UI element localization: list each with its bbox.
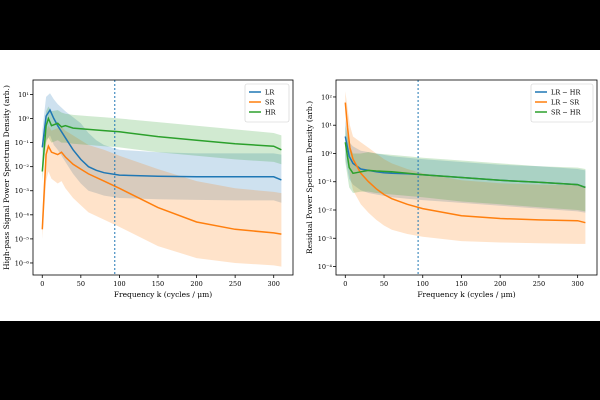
figure: 0 50 100 150 200 250 300 10¹ 10⁰ 10⁻¹ 10⁻² 10⁻³ 10⁻⁴… <box>0 50 600 321</box>
y-tick-label: 10⁻¹ <box>15 139 30 147</box>
legend-label: LR − HR <box>551 89 581 97</box>
series-band-3 <box>345 125 586 212</box>
series-band-2 <box>345 91 586 244</box>
x-tick-label: 100 <box>113 280 125 288</box>
y-tick-label: 10⁻² <box>15 163 30 171</box>
y-tick-label: 10⁰ <box>18 115 29 123</box>
y-axis-label: High-pass Signal Power Spectrum Density … <box>2 85 11 270</box>
y-tick-label: 10⁻⁶ <box>15 259 30 267</box>
legend-label: LR − SR <box>551 99 580 107</box>
series-line-1 <box>41 108 282 181</box>
legend-label: SR − HR <box>551 109 582 117</box>
series-band-1 <box>345 119 586 213</box>
axes-frame <box>335 79 598 276</box>
x-tick-label: 50 <box>77 280 85 288</box>
x-axis-label: Frequency k (cycles / μm) <box>417 290 515 299</box>
x-tick-label: 300 <box>571 280 583 288</box>
series-band-1 <box>42 93 282 203</box>
x-tick-label: 200 <box>494 280 506 288</box>
y-tick-label: 10⁰ <box>321 150 332 158</box>
x-tick-label: 0 <box>343 280 347 288</box>
x-tick-label: 150 <box>152 280 164 288</box>
series-band-3 <box>42 106 282 182</box>
y-tick-label: 10⁻⁴ <box>15 211 30 219</box>
y-axis-label: Residual Power Spectrum Density (arb.) <box>305 101 314 254</box>
x-tick-label: 50 <box>380 280 388 288</box>
y-tick-label: 10¹ <box>321 122 332 130</box>
plot-area <box>344 80 586 275</box>
y-tick-label: 10⁻³ <box>318 235 333 243</box>
x-tick-label: 250 <box>533 280 545 288</box>
y-tick-label: 10¹ <box>18 91 29 99</box>
legend-label: SR <box>265 99 275 107</box>
x-tick-label: 150 <box>455 280 467 288</box>
x-tick-label: 0 <box>40 280 44 288</box>
series-band-2 <box>42 125 282 267</box>
chart-panel-2: 0 50 100 150 200 250 300 10² 10¹ 10⁰ 10⁻¹ 10⁻² 10⁻³ 1… <box>305 79 598 299</box>
legend-label: HR <box>265 109 277 117</box>
series-line-3 <box>344 142 586 189</box>
x-tick-label: 300 <box>268 280 280 288</box>
chart-panel-1: 0 50 100 150 200 250 300 10¹ 10⁰ 10⁻¹ 10⁻² 10⁻³ 10⁻⁴… <box>2 79 294 299</box>
series-line-2 <box>344 102 586 224</box>
y-tick-label: 10⁻³ <box>15 187 30 195</box>
series-line-3 <box>41 116 282 172</box>
series-line-2 <box>41 144 282 235</box>
x-tick-label: 200 <box>190 280 202 288</box>
plot-area <box>41 80 282 275</box>
y-tick-label: 10⁻⁴ <box>318 263 333 271</box>
chart-figure-svg: 0 50 100 150 200 250 300 10¹ 10⁰ 10⁻¹ 10⁻² 10⁻³ 10⁻⁴… <box>2 79 598 299</box>
y-tick-label: 10² <box>321 93 332 101</box>
x-tick-label: 100 <box>417 280 429 288</box>
x-axis-label: Frequency k (cycles / μm) <box>114 290 212 299</box>
axes-frame <box>32 79 294 276</box>
y-tick-label: 10⁻¹ <box>318 178 333 186</box>
y-tick-label: 10⁻⁵ <box>15 235 30 243</box>
x-tick-label: 250 <box>229 280 241 288</box>
y-tick-label: 10⁻² <box>318 207 333 215</box>
legend-label: LR <box>265 89 275 97</box>
